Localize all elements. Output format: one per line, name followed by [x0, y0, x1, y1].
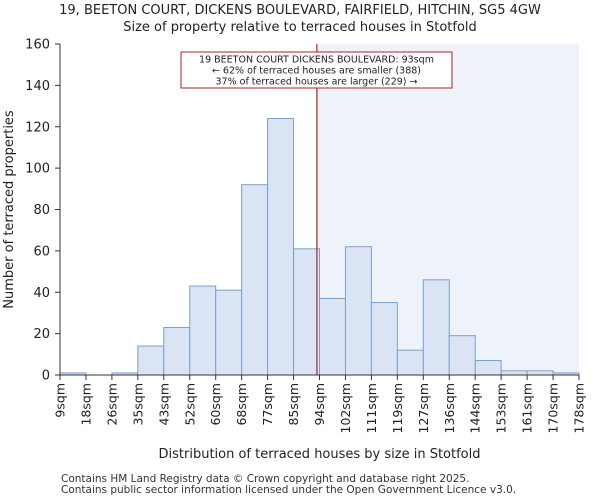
x-tick-label: 52sqm	[182, 383, 197, 426]
bar	[293, 248, 320, 376]
y-tick-label: 60	[33, 244, 50, 259]
x-tick-label: 136sqm	[442, 383, 457, 433]
annotation-box	[180, 51, 453, 89]
bar	[396, 349, 424, 376]
x-tick-label: 127sqm	[416, 383, 431, 433]
x-tick-label: 26sqm	[104, 383, 119, 426]
bar	[500, 370, 528, 376]
bar	[319, 297, 346, 376]
bar	[526, 370, 554, 376]
x-tick-label: 102sqm	[338, 383, 353, 433]
x-tick-label: 144sqm	[468, 383, 483, 433]
bar	[344, 246, 372, 376]
y-tick-label: 80	[33, 203, 50, 218]
x-tick-label: 85sqm	[286, 383, 301, 426]
y-tick-label: 100	[25, 162, 50, 177]
x-tick-label: 153sqm	[494, 383, 509, 433]
x-tick-label: 161sqm	[520, 383, 535, 433]
bars	[59, 44, 580, 376]
x-tick-label: 68sqm	[234, 383, 249, 426]
footer-line-2: Contains public sector information licen…	[61, 484, 517, 496]
annotation-line-1: 19 BEETON COURT DICKENS BOULEVARD: 93sqm	[199, 55, 434, 66]
bar	[241, 184, 269, 376]
x-tick-label: 35sqm	[130, 383, 145, 426]
x-tick-label: 60sqm	[208, 383, 223, 426]
x-tick-label: 94sqm	[312, 383, 327, 426]
x-tick-label: 119sqm	[390, 383, 405, 433]
y-tick-label: 0	[42, 369, 50, 384]
x-tick-label: 18sqm	[78, 383, 93, 426]
bar	[267, 117, 295, 376]
footer-line-1: Contains HM Land Registry data © Crown c…	[61, 473, 470, 485]
bar	[448, 335, 476, 376]
bar	[474, 360, 502, 376]
annotation: 19 BEETON COURT DICKENS BOULEVARD: 93sqm…	[180, 51, 453, 89]
bar	[137, 345, 165, 376]
x-tick-label: 77sqm	[260, 383, 275, 426]
annotation-line-2: ← 62% of terraced houses are smaller (38…	[212, 66, 421, 77]
y-axis-label: Number of terraced properties	[2, 110, 17, 309]
y-tick-label: 40	[33, 286, 50, 301]
chart-title: 19, BEETON COURT, DICKENS BOULEVARD, FAI…	[59, 3, 541, 18]
x-tick-label: 170sqm	[546, 383, 561, 433]
annotation-line-3: 37% of terraced houses are larger (229) …	[216, 77, 418, 88]
bar	[422, 279, 450, 376]
x-tick-label: 111sqm	[364, 383, 379, 433]
y-tick-label: 160	[25, 38, 50, 53]
bar	[163, 326, 191, 376]
x-tick-label: 9sqm	[53, 383, 68, 418]
x-axis-label: Distribution of terraced houses by size …	[159, 447, 481, 462]
x-tick-label: 43sqm	[156, 383, 171, 426]
y-tick-label: 120	[25, 120, 50, 135]
bar	[370, 302, 398, 376]
axes: 0 20 40 60 80 100 120 140 160 9sqm 18sqm 26sqm 35sqm…	[25, 38, 586, 434]
chart-subtitle: Size of property relative to terraced ho…	[123, 20, 477, 35]
x-tick-label: 178sqm	[572, 383, 587, 433]
bar	[189, 285, 217, 376]
bar	[215, 289, 243, 376]
y-tick-label: 140	[25, 79, 50, 94]
y-tick-label: 20	[33, 327, 50, 342]
